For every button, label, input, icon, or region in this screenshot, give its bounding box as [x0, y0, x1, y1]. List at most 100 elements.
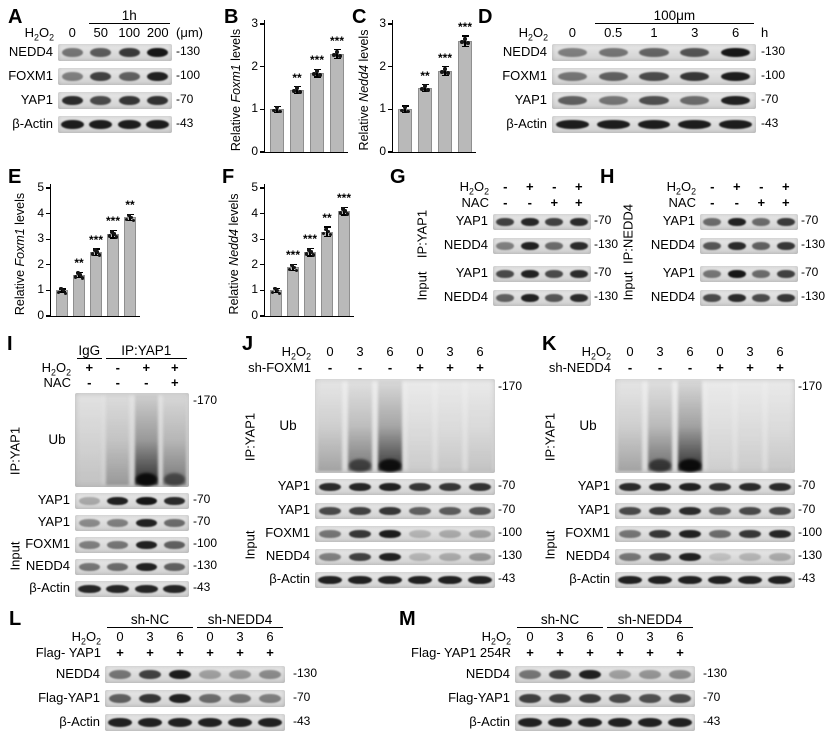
y-tick: [46, 213, 50, 215]
band: [117, 120, 141, 129]
lane-value: 3: [356, 344, 364, 359]
band: [496, 218, 515, 226]
y-tick: [260, 238, 264, 240]
lane-value: +: [476, 360, 484, 375]
band: [107, 519, 128, 527]
band: [569, 294, 588, 302]
band: [135, 541, 157, 549]
error-bar-cap: [306, 255, 314, 257]
sig-label: ***: [302, 232, 318, 247]
data-dot: [127, 213, 131, 218]
panel-label: K: [542, 333, 557, 355]
data-dot: [93, 248, 97, 252]
panel-label: M: [399, 608, 416, 630]
lane-value: +: [116, 645, 124, 660]
band: [579, 694, 601, 703]
band: [318, 576, 342, 584]
ub-blob: [379, 459, 401, 472]
marker-label: -130: [498, 548, 523, 562]
group-header: 1h: [121, 8, 137, 23]
band: [738, 576, 762, 584]
y-tick: [260, 66, 264, 68]
panel-E-chart: E Relative Foxm1 levels 0 1 2 3 4 5 ** *** *** **: [8, 164, 144, 332]
band: [569, 270, 588, 278]
blot-strip: [552, 116, 756, 133]
data-dot: [90, 252, 95, 256]
ub-smear: [708, 381, 732, 471]
side-label: Input: [620, 271, 636, 301]
y-tick: [46, 264, 50, 266]
data-dot: [59, 286, 63, 291]
lane-value: -: [710, 195, 715, 210]
band: [520, 294, 539, 302]
condition-label: Flag- YAP1: [35, 645, 101, 660]
group-underline: [107, 627, 193, 628]
lane-value: 0: [526, 629, 534, 644]
marker-label: -70: [703, 689, 721, 704]
row-label: FOXM1: [8, 67, 53, 83]
error-bar-cap: [289, 269, 297, 272]
row-label: NEDD4: [265, 548, 310, 563]
blot-strip: [552, 92, 756, 109]
lane-value: -: [357, 360, 363, 375]
y-tick-label: 1: [251, 282, 258, 297]
x-axis: [264, 316, 354, 318]
data-dot: [326, 229, 331, 234]
y-tick-label: 2: [251, 58, 258, 73]
panel-label: F: [222, 166, 235, 188]
marker-label: -130: [801, 289, 825, 303]
y-tick-label: 2: [37, 256, 44, 271]
band: [168, 718, 192, 727]
ub-blot: [75, 393, 189, 487]
error-bar-cap: [461, 35, 469, 37]
panel-C-chart: C Relative Nedd4 levels 0 1 2 3 ** *** ***: [352, 4, 478, 164]
data-dot: [338, 211, 343, 215]
data-dot: [95, 250, 100, 254]
band: [638, 718, 662, 727]
lane-value: -: [115, 375, 120, 390]
band: [709, 530, 731, 538]
band: [139, 694, 161, 703]
lane-value: 0: [616, 629, 624, 644]
row-label: YAP1: [577, 478, 610, 493]
lane-value: 3: [556, 629, 564, 644]
blot-strip: [615, 572, 795, 588]
band: [569, 242, 588, 250]
data-dot: [287, 267, 292, 272]
lane-value: 6: [686, 344, 694, 359]
error-bar-line: [276, 106, 278, 113]
band: [619, 530, 641, 538]
band: [739, 553, 761, 561]
band: [409, 553, 431, 561]
band: [229, 694, 251, 703]
data-dot: [272, 108, 276, 113]
marker-label: -130: [761, 43, 786, 58]
data-dot: [420, 87, 424, 91]
lane-value: 6: [386, 344, 394, 359]
group-header: sh-NEDD4: [207, 612, 273, 627]
band: [727, 294, 746, 302]
band: [619, 507, 641, 515]
band: [78, 497, 100, 505]
error-bar-line: [296, 86, 298, 94]
lane-value: +: [525, 179, 534, 194]
band: [639, 72, 669, 81]
bar: [458, 41, 472, 152]
band: [557, 48, 588, 57]
condition-label: sh-FOXM1: [248, 360, 311, 375]
band: [134, 585, 158, 593]
lane-value: 3: [691, 25, 699, 40]
blot-strip: [700, 266, 798, 282]
sig-label: **: [74, 256, 84, 271]
bar: [438, 70, 452, 152]
y-tick: [260, 187, 264, 189]
marker-label: -130: [703, 665, 728, 680]
sig-label: ***: [309, 53, 325, 68]
band: [496, 270, 515, 278]
band: [720, 48, 751, 57]
band: [709, 507, 731, 515]
lane-value: -: [687, 360, 693, 375]
ub-smear: [738, 381, 762, 471]
blot-strip: [105, 666, 285, 683]
